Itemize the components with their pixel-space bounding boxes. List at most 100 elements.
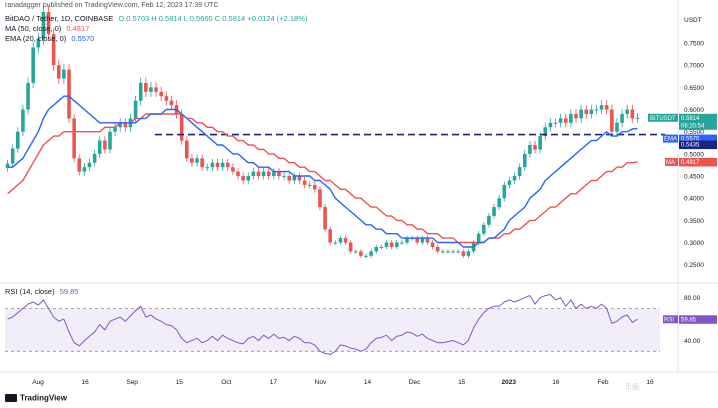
rsi-name-tag-bg bbox=[663, 315, 678, 324]
candle-body bbox=[210, 162, 215, 168]
candle-body bbox=[522, 153, 527, 168]
candle-body bbox=[318, 189, 322, 208]
candle-body bbox=[425, 238, 430, 243]
candle-body bbox=[41, 12, 46, 39]
ma-name-tag-text: MA bbox=[666, 160, 675, 166]
price-tick-label: 0.7500 bbox=[684, 41, 704, 48]
tradingview-watermark[interactable]: TradingView bbox=[5, 393, 67, 402]
candle-body bbox=[26, 82, 30, 110]
candle-body bbox=[441, 251, 445, 253]
candle-body bbox=[512, 176, 517, 181]
candle-body bbox=[5, 163, 10, 168]
candle-body bbox=[241, 176, 245, 181]
candle-body bbox=[528, 145, 532, 154]
date-tick-label: 16 bbox=[81, 379, 89, 386]
candle-body bbox=[369, 251, 373, 256]
date-tick-label: Dec bbox=[409, 379, 421, 386]
candle-body bbox=[56, 65, 61, 79]
candle-body bbox=[220, 162, 225, 168]
candle-body bbox=[533, 145, 537, 150]
candle-body bbox=[185, 140, 189, 159]
candle-body bbox=[297, 176, 302, 181]
ema-name-tag-text: EMA bbox=[664, 137, 677, 143]
ma-name-tag-bg bbox=[665, 157, 678, 166]
candle-body bbox=[604, 105, 609, 110]
candle-body bbox=[599, 105, 604, 110]
candle-body bbox=[615, 122, 619, 132]
date-tick-label: 14 bbox=[364, 379, 372, 386]
candle-body bbox=[456, 251, 460, 253]
candle-body bbox=[353, 251, 358, 253]
candle-body bbox=[103, 140, 107, 150]
candle-body bbox=[333, 242, 338, 244]
rsi-band bbox=[5, 308, 660, 352]
ema-name-tag-bg bbox=[663, 134, 678, 143]
candle-body bbox=[553, 122, 558, 124]
candle-body bbox=[97, 140, 102, 154]
candle-body bbox=[21, 109, 25, 132]
candle-body bbox=[635, 117, 640, 119]
candle-body bbox=[144, 82, 148, 92]
candle-body bbox=[179, 113, 184, 141]
candle-body bbox=[451, 251, 455, 253]
candle-body bbox=[256, 171, 261, 177]
candle-body bbox=[292, 176, 297, 181]
price-tick-label: 0.7000 bbox=[684, 63, 704, 70]
price-tick-label: 0.3500 bbox=[684, 218, 704, 225]
currency-label: USDT bbox=[684, 17, 702, 24]
candle-body bbox=[610, 109, 614, 132]
candle-body bbox=[307, 184, 312, 186]
ema20-line bbox=[7, 95, 638, 248]
candle-body bbox=[364, 255, 368, 257]
candle-body bbox=[138, 82, 143, 101]
candle-body bbox=[405, 238, 409, 243]
candle-body bbox=[502, 184, 507, 199]
candle-body bbox=[51, 34, 56, 66]
candle-body bbox=[36, 38, 41, 48]
symbol-tag-bg bbox=[648, 113, 678, 122]
date-tick-label: Feb bbox=[597, 379, 609, 386]
candles[interactable] bbox=[5, 5, 640, 258]
close-tag-text: 0.5814 bbox=[681, 116, 700, 122]
date-tick-label: Oct bbox=[221, 379, 231, 386]
candle-body bbox=[282, 176, 286, 178]
candle-body bbox=[62, 69, 66, 79]
ma50-line bbox=[7, 113, 638, 244]
candle-body bbox=[266, 171, 271, 177]
candle-body bbox=[200, 158, 204, 168]
price-tick-label: 0.3000 bbox=[684, 240, 704, 247]
corner-mark: 币圈 bbox=[625, 384, 639, 391]
candle-body bbox=[389, 242, 394, 247]
watermark-text: TradingView bbox=[20, 393, 67, 403]
date-tick-label: Sep bbox=[126, 379, 138, 386]
candle-body bbox=[92, 153, 97, 163]
date-tick-label: Aug bbox=[32, 379, 44, 386]
price-tick-label: 0.4000 bbox=[684, 196, 704, 203]
candle-body bbox=[569, 113, 573, 123]
candle-body bbox=[400, 242, 404, 244]
candle-body bbox=[72, 118, 76, 159]
candle-body bbox=[108, 131, 112, 150]
candle-body bbox=[430, 242, 435, 247]
candle-body bbox=[379, 246, 384, 248]
legend-ma-value: 0.4817 bbox=[66, 24, 90, 33]
candle-body bbox=[246, 176, 251, 181]
price-tick-label: 0.6500 bbox=[684, 85, 704, 92]
candle-body bbox=[113, 127, 117, 132]
legend-ma-label: MA (50, close, 0) bbox=[5, 24, 62, 33]
candle-body bbox=[123, 122, 128, 128]
candle-body bbox=[487, 215, 491, 225]
support-tag-bg bbox=[679, 140, 717, 150]
candle-body bbox=[482, 224, 486, 234]
date-tick-label: 16 bbox=[646, 379, 654, 386]
candle-body bbox=[476, 233, 481, 243]
candle-body bbox=[323, 207, 327, 230]
legend-rsi-value: 59.85 bbox=[59, 287, 79, 296]
candle-body bbox=[558, 118, 563, 123]
candle-body bbox=[435, 246, 440, 252]
candle-body bbox=[190, 158, 194, 163]
rsi-name-tag-text: RSI bbox=[664, 317, 674, 323]
rsi-tag-text: 59.85 bbox=[681, 317, 697, 323]
